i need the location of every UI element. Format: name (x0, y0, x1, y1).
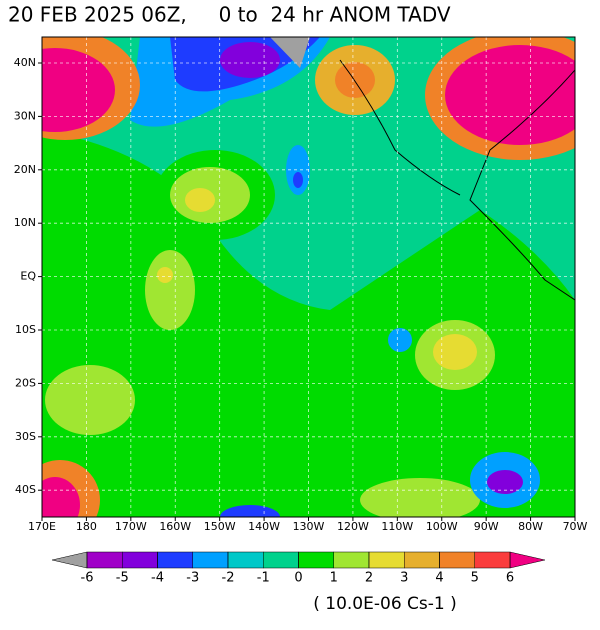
lon-label: 120W (337, 520, 369, 533)
colorbar-box (122, 551, 158, 569)
lon-label: 110W (381, 520, 413, 533)
colorbar-label: 0 (294, 571, 302, 586)
map-frame (41, 36, 576, 518)
lat-label: 20S (15, 376, 36, 389)
colorbar-label: 3 (400, 571, 408, 586)
colorbar-label: 4 (435, 571, 443, 586)
colorbar-box (368, 551, 405, 569)
lat-label: 40N (14, 56, 36, 69)
lat-label: 30S (15, 430, 36, 443)
colorbar-box (192, 551, 229, 569)
grid (38, 37, 576, 521)
colorbar-box (439, 551, 475, 569)
lon-label: 180 (76, 520, 97, 533)
lon-label: 70W (563, 520, 588, 533)
colorbar-under (51, 551, 88, 569)
colorbar-label: 5 (471, 571, 479, 586)
colorbar-box (404, 551, 440, 569)
colorbar-box (86, 551, 123, 569)
colorbar-box (333, 551, 370, 569)
lon-label: 130W (293, 520, 325, 533)
lon-label: 150W (204, 520, 236, 533)
colorbar-box (157, 551, 193, 569)
colorbar-box (227, 551, 264, 569)
lon-label: 140W (248, 520, 280, 533)
colorbar-label: -6 (81, 571, 94, 586)
lat-label: 30N (14, 109, 36, 122)
colorbar-label: 6 (506, 571, 514, 586)
lat-label: EQ (20, 270, 36, 283)
lon-label: 90W (474, 520, 499, 533)
colorbar-label: -1 (257, 571, 270, 586)
map-field (42, 37, 575, 517)
colorbar-box (474, 551, 511, 569)
colorbar-label: 1 (330, 571, 338, 586)
colorbar-box (263, 551, 299, 569)
title: 20 FEB 2025 06Z, 0 to 24 hr ANOM TADV (8, 3, 451, 27)
colorbar-label: 2 (365, 571, 373, 586)
lat-label: 10S (15, 323, 36, 336)
lon-label: 170E (28, 520, 56, 533)
lat-label: 20N (14, 163, 36, 176)
lon-label: 160W (159, 520, 191, 533)
lon-label: 100W (426, 520, 458, 533)
colorbar-label: -4 (151, 571, 164, 586)
units: ( 10.0E-06 Cs-1 ) (313, 594, 457, 614)
lon-label: 80W (518, 520, 543, 533)
colorbar-box (298, 551, 334, 569)
colorbar: -6 -5 -4 -3 -2 -1 0 1 2 3 4 5 6 (51, 551, 546, 586)
lon-label: 170W (115, 520, 147, 533)
lat-label: 10N (14, 216, 36, 229)
lat-label: 40S (15, 483, 36, 496)
colorbar-over (509, 551, 546, 569)
colorbar-label: -2 (222, 571, 235, 586)
colorbar-label: -5 (116, 571, 129, 586)
colorbar-label: -3 (186, 571, 199, 586)
